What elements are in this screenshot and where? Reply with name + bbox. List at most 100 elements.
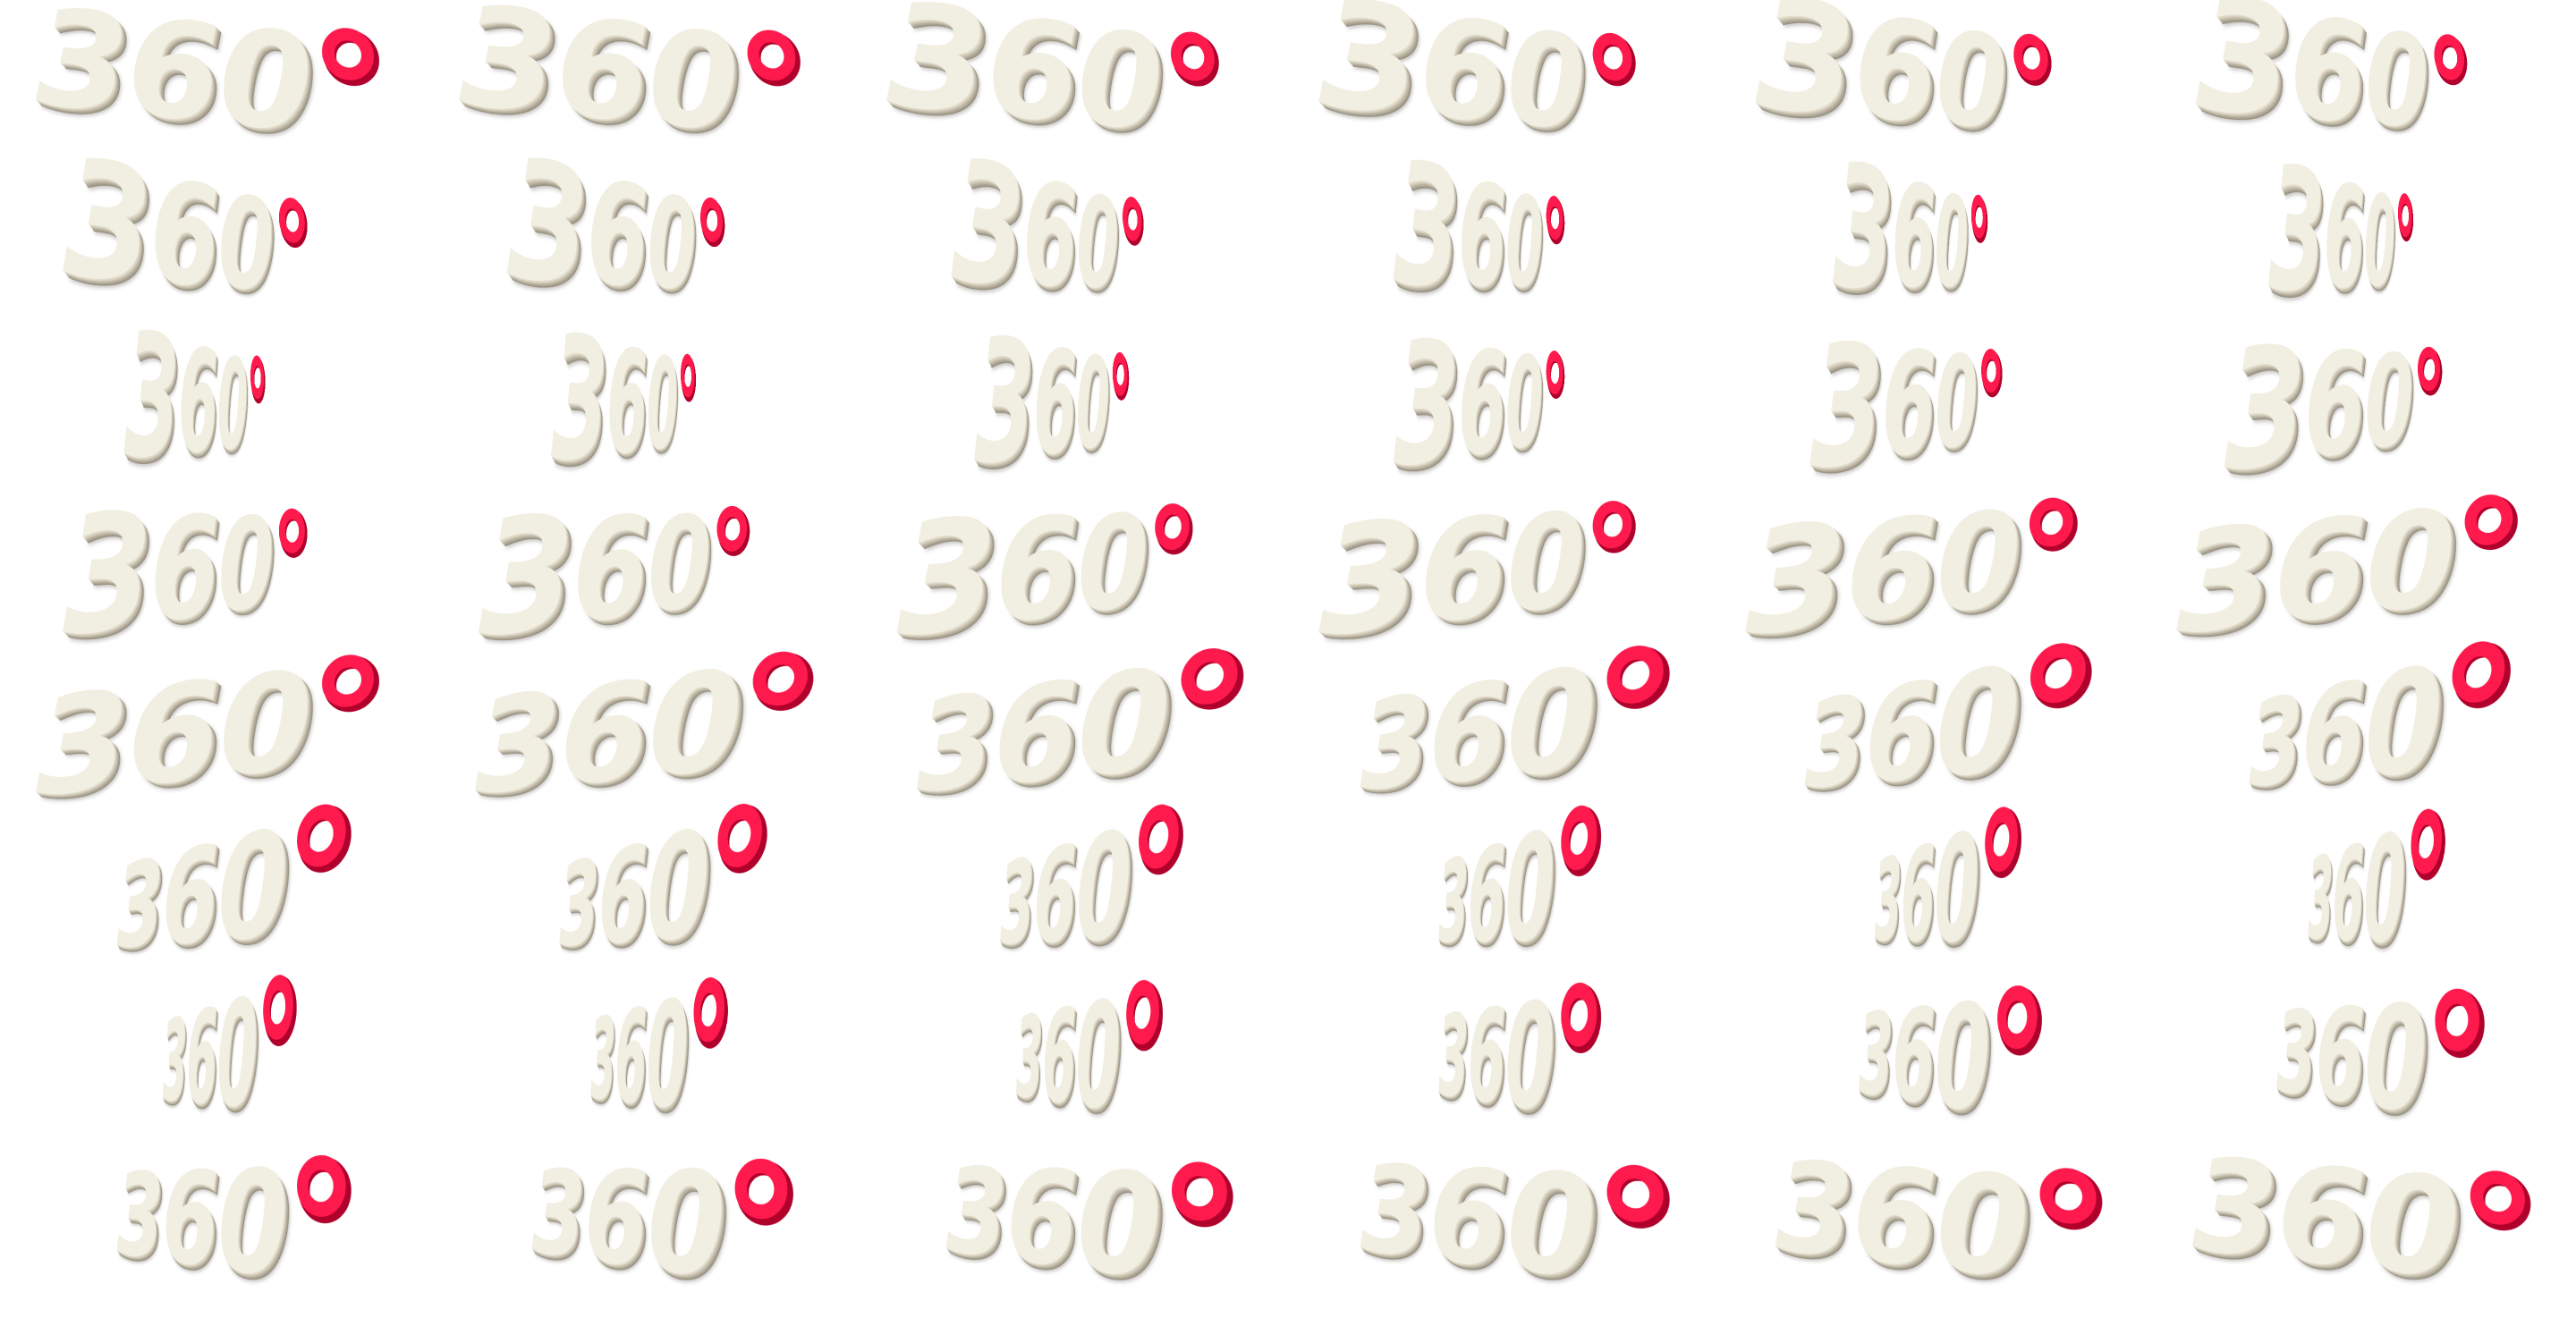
logo-frame: 360 xyxy=(429,965,859,1145)
logo-sprite-sheet: 360 360 360 360 360 360 360 360 360 360 360 360 360 3… xyxy=(0,0,2576,1314)
logo-digits: 360 xyxy=(2224,309,2413,513)
logo-digits: 360 xyxy=(1775,1135,2028,1313)
degree-ring-icon xyxy=(2410,800,2445,883)
logo-frame: 360 xyxy=(1717,1135,2147,1312)
logo-digits: 360 xyxy=(531,1141,724,1314)
logo-frame: 360 xyxy=(1717,484,2147,671)
logo-360: 360 xyxy=(551,291,704,514)
degree-ring-icon xyxy=(746,25,801,89)
logo-frame: 360 xyxy=(1717,0,2147,164)
logo-digits: 360 xyxy=(2195,0,2428,156)
logo-360: 360 xyxy=(974,296,1137,517)
logo-digits: 360 xyxy=(2249,632,2442,813)
logo-frame: 360 xyxy=(2147,798,2576,982)
logo-frame: 360 xyxy=(429,0,859,164)
logo-frame: 360 xyxy=(0,643,429,827)
logo-digits: 360 xyxy=(1438,796,1555,976)
degree-ring-icon xyxy=(1591,28,1636,89)
logo-digits: 360 xyxy=(1745,484,2020,671)
degree-ring-icon xyxy=(751,646,814,714)
logo-frame: 360 xyxy=(1288,487,1717,672)
degree-ring-icon xyxy=(716,504,750,557)
degree-ring-icon xyxy=(716,794,767,877)
degree-ring-icon xyxy=(1154,502,1193,556)
logo-digits: 360 xyxy=(1360,636,1596,818)
logo-digits: 360 xyxy=(2176,481,2454,667)
logo-digits: 360 xyxy=(123,288,248,501)
degree-ring-icon xyxy=(1970,190,1987,245)
degree-ring-icon xyxy=(2012,29,2052,89)
degree-ring-icon xyxy=(2469,1167,2531,1234)
logo-frame: 360 xyxy=(429,292,859,504)
logo-frame: 360 xyxy=(1717,634,2147,818)
degree-ring-icon xyxy=(295,1152,351,1225)
logo-frame: 360 xyxy=(0,0,429,164)
logo-360: 360 xyxy=(1775,1135,2140,1334)
degree-ring-icon xyxy=(1122,192,1143,248)
logo-frame: 360 xyxy=(2147,122,2576,334)
logo-frame: 360 xyxy=(859,0,1288,164)
logo-frame: 360 xyxy=(2147,972,2576,1151)
logo-digits: 360 xyxy=(474,640,741,824)
logo-frame: 360 xyxy=(1717,119,2147,330)
logo-digits: 360 xyxy=(896,488,1148,675)
logo-frame: 360 xyxy=(429,115,859,327)
logo-360: 360 xyxy=(946,1144,1271,1340)
degree-ring-icon xyxy=(2038,1164,2102,1232)
degree-ring-icon xyxy=(2433,30,2467,88)
logo-360: 360 xyxy=(2268,121,2421,343)
logo-360: 360 xyxy=(1016,962,1187,1175)
logo-360: 360 xyxy=(917,632,1281,828)
logo-digits: 360 xyxy=(886,0,1161,161)
degree-ring-icon xyxy=(1179,642,1243,714)
logo-digits: 360 xyxy=(1393,300,1543,510)
logo-digits: 360 xyxy=(1000,795,1131,975)
logo-360: 360 xyxy=(36,643,411,834)
degree-ring-icon xyxy=(1169,27,1219,89)
logo-digits: 360 xyxy=(2268,121,2395,334)
logo-digits: 360 xyxy=(590,965,688,1146)
logo-frame: 360 xyxy=(2147,1130,2576,1311)
logo-digits: 360 xyxy=(2308,798,2405,979)
degree-ring-icon xyxy=(1138,795,1183,879)
degree-ring-icon xyxy=(1546,191,1564,246)
degree-ring-icon xyxy=(692,969,727,1050)
degree-ring-icon xyxy=(278,192,308,249)
logo-360: 360 xyxy=(1833,119,1996,340)
degree-ring-icon xyxy=(2417,344,2442,396)
logo-360: 360 xyxy=(1360,1140,1707,1338)
logo-frame: 360 xyxy=(1288,300,1717,510)
logo-frame: 360 xyxy=(859,296,1288,507)
logo-digits: 360 xyxy=(162,963,258,1145)
degree-ring-icon xyxy=(322,655,379,713)
degree-ring-icon xyxy=(1546,348,1564,400)
degree-ring-icon xyxy=(1112,349,1129,401)
logo-360: 360 xyxy=(36,0,411,182)
logo-360: 360 xyxy=(117,1138,386,1343)
degree-ring-icon xyxy=(1560,976,1601,1053)
logo-frame: 360 xyxy=(1288,0,1717,164)
logo-360: 360 xyxy=(531,1141,830,1343)
logo-digits: 360 xyxy=(36,642,311,828)
logo-digits: 360 xyxy=(2276,972,2427,1151)
degree-ring-icon xyxy=(2463,491,2518,553)
degree-ring-icon xyxy=(2028,494,2078,553)
logo-360: 360 xyxy=(2196,0,2485,165)
logo-digits: 360 xyxy=(974,296,1109,507)
logo-frame: 360 xyxy=(1717,797,2147,982)
logo-frame: 360 xyxy=(0,963,429,1145)
degree-ring-icon xyxy=(295,795,351,877)
logo-360: 360 xyxy=(1755,0,2071,167)
logo-frame: 360 xyxy=(1288,818,1717,982)
logo-frame: 360 xyxy=(2147,0,2576,164)
logo-frame: 360 xyxy=(859,638,1288,821)
logo-frame: 360 xyxy=(0,1138,429,1313)
logo-digits: 360 xyxy=(551,291,678,504)
degree-ring-icon xyxy=(262,967,297,1048)
degree-ring-icon xyxy=(2397,189,2413,242)
logo-digits: 360 xyxy=(2191,1129,2459,1311)
logo-360: 360 xyxy=(2191,1129,2565,1330)
degree-ring-icon xyxy=(1591,498,1636,554)
logo-frame: 360 xyxy=(0,818,429,982)
logo-digits: 360 xyxy=(1859,970,1990,1150)
